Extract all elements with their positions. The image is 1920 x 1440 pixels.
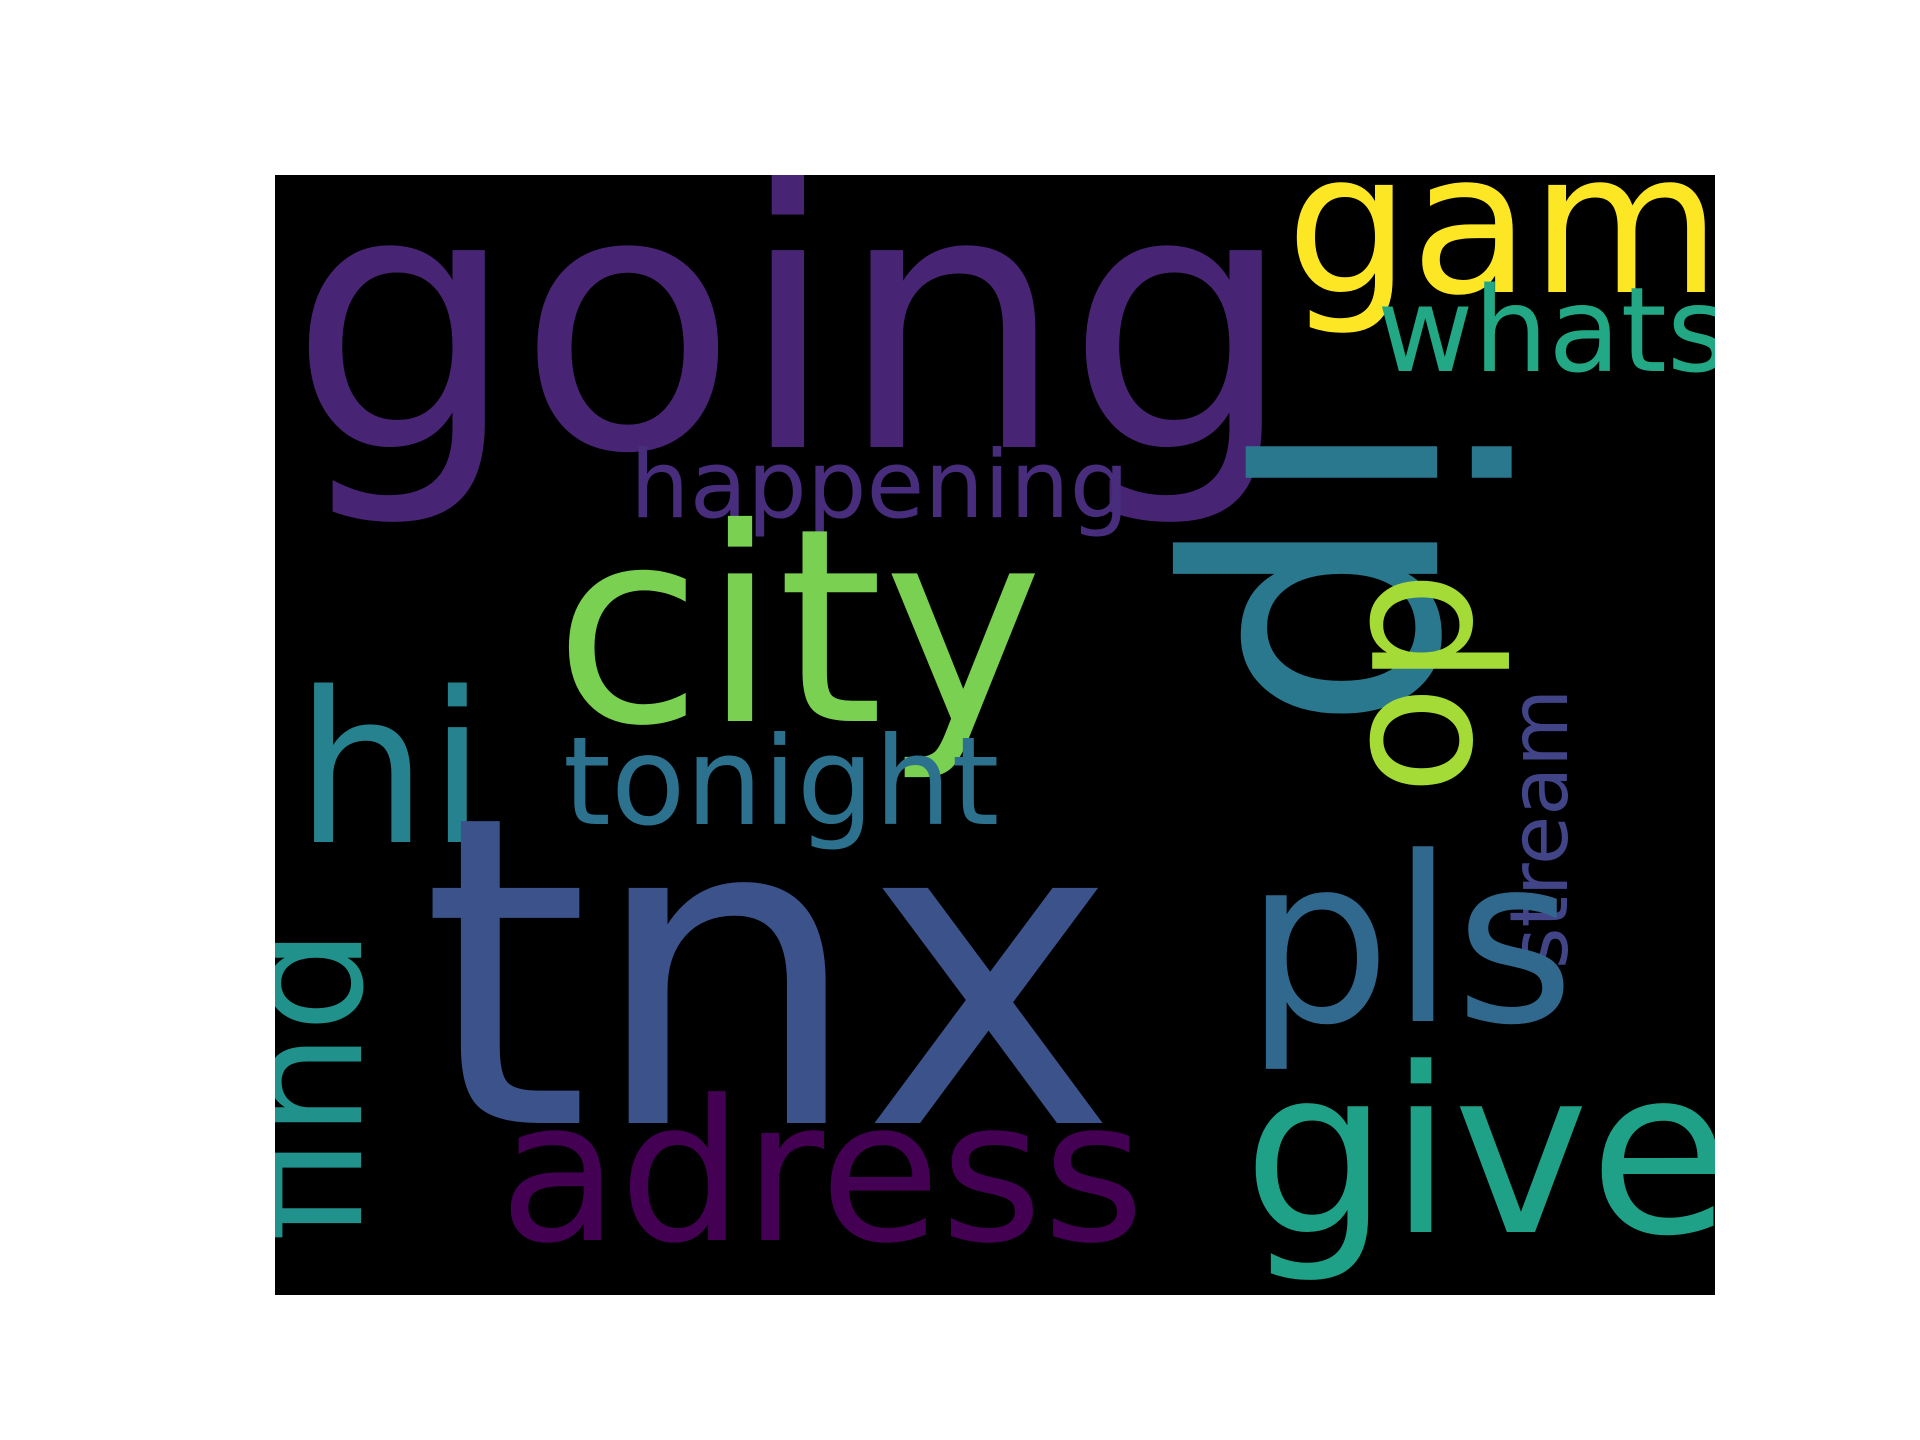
word-going: going xyxy=(289,175,1295,532)
word-cloud-panel: going game whats ip happening city do hi… xyxy=(275,175,1715,1295)
word-hi: hi xyxy=(295,647,487,892)
word-city: city xyxy=(554,470,1044,785)
word-whats: whats xyxy=(1377,261,1715,399)
word-game: game xyxy=(1286,175,1715,339)
word-find: find xyxy=(275,927,401,1242)
word-tnx: tnx xyxy=(421,725,1117,1225)
word-pls: pls xyxy=(1245,809,1575,1076)
word-happening: happening xyxy=(630,431,1130,540)
word-tonight: tonight xyxy=(563,711,1000,853)
word-give: give xyxy=(1243,1020,1715,1287)
word-adress: adress xyxy=(499,1059,1145,1287)
